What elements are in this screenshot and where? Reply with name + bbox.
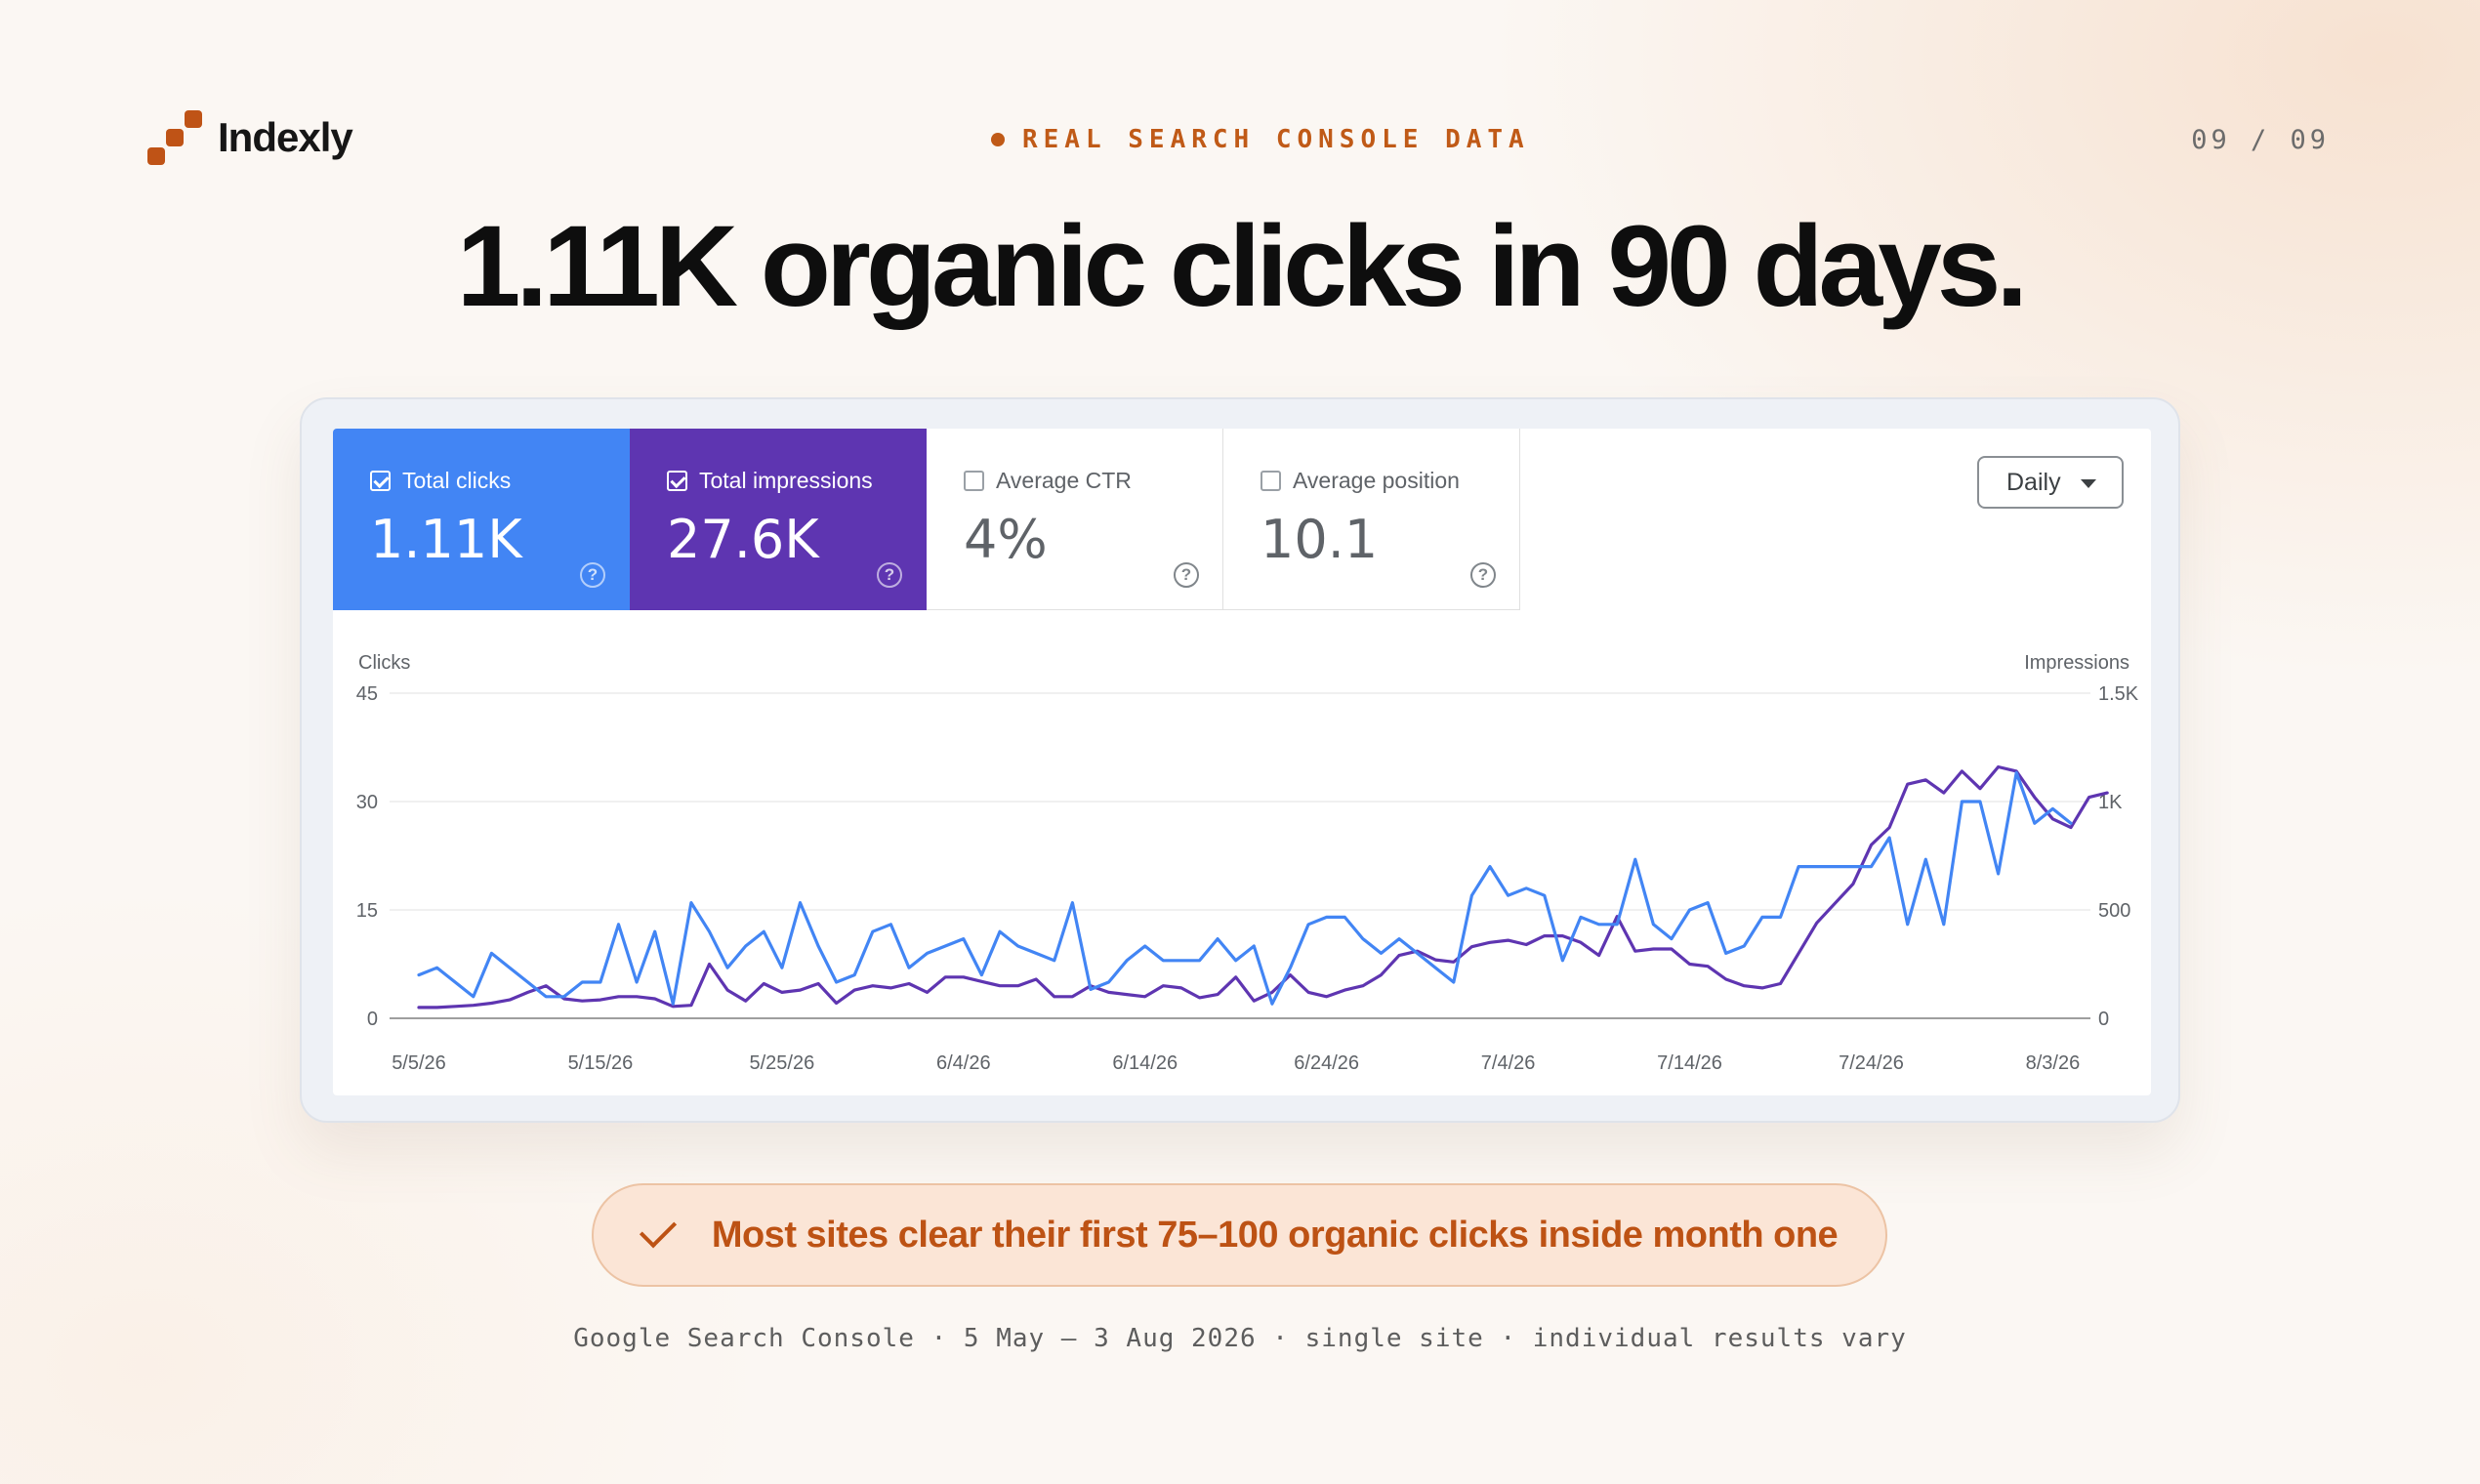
brand-name: Indexly (218, 114, 353, 160)
left-tick-label: 0 (367, 1009, 378, 1030)
granularity-value: Daily (2006, 468, 2061, 496)
checkbox-unchecked-icon[interactable] (1261, 471, 1281, 491)
x-tick-label: 7/4/26 (1481, 1052, 1536, 1074)
checkbox-unchecked-icon[interactable] (964, 471, 984, 491)
left-axis-label: Clicks (358, 652, 410, 674)
bullet-dot-icon (991, 133, 1005, 146)
x-tick-label: 7/14/26 (1657, 1052, 1722, 1074)
metric-label: Total clicks (402, 468, 512, 493)
callout-text: Most sites clear their first 75–100 orga… (711, 1214, 1839, 1256)
granularity-dropdown[interactable]: Daily (1977, 456, 2124, 509)
x-tick-label: 5/15/26 (568, 1052, 634, 1074)
chart-grid (390, 692, 2090, 1019)
dropdown-caret-icon (2081, 479, 2096, 488)
metric-label: Average CTR (996, 468, 1132, 493)
checkbox-checked-icon[interactable] (667, 471, 687, 491)
left-tick-label: 30 (356, 792, 378, 813)
right-axis-label: Impressions (2024, 652, 2129, 674)
help-icon[interactable]: ? (1470, 562, 1496, 588)
metric-value: 10.1 (1261, 509, 1379, 570)
search-console-card: Total clicks 1.11K ? Total impressions 2… (300, 397, 2180, 1123)
x-tick-label: 6/24/26 (1294, 1052, 1359, 1074)
performance-chart: Clicks Impressions 0 15 30 45 0 500 1K 1.5K 5/… (356, 652, 2139, 1074)
performance-panel: Total clicks 1.11K ? Total impressions 2… (333, 429, 2151, 1095)
logo-mark-icon (147, 110, 202, 165)
metric-total-clicks[interactable]: Total clicks 1.11K ? (333, 429, 630, 610)
metric-value: 27.6K (667, 509, 819, 570)
series-line-clicks (417, 770, 2073, 1006)
left-tick-label: 15 (356, 900, 378, 922)
right-tick-label: 0 (2098, 1009, 2109, 1030)
metric-label: Total impressions (699, 468, 873, 493)
series-line-impressions (417, 764, 2109, 1010)
eyebrow: REAL SEARCH CONSOLE DATA (991, 125, 1530, 154)
right-tick-label: 500 (2098, 900, 2130, 922)
brand-logo: Indexly (147, 110, 353, 165)
help-icon[interactable]: ? (877, 562, 902, 588)
metric-label: Average position (1293, 468, 1460, 493)
left-tick-label: 45 (356, 683, 378, 705)
x-tick-label: 5/5/26 (392, 1052, 446, 1074)
checkbox-checked-icon[interactable] (370, 471, 391, 491)
eyebrow-text: REAL SEARCH CONSOLE DATA (1022, 125, 1530, 154)
x-tick-label: 6/14/26 (1112, 1052, 1178, 1074)
metric-total-impressions[interactable]: Total impressions 27.6K ? (630, 429, 927, 610)
right-axis-ticks: 0 500 1K 1.5K (2098, 683, 2139, 1030)
right-tick-label: 1.5K (2098, 683, 2139, 705)
x-tick-label: 6/4/26 (936, 1052, 991, 1074)
help-icon[interactable]: ? (580, 562, 605, 588)
footnote: Google Search Console · 5 May – 3 Aug 20… (573, 1324, 1907, 1353)
chart-series (417, 764, 2109, 1010)
help-icon[interactable]: ? (1174, 562, 1199, 588)
headline: 1.11K organic clicks in 90 days. (456, 202, 2028, 331)
left-axis-ticks: 0 15 30 45 (356, 683, 378, 1030)
callout-pill: Most sites clear their first 75–100 orga… (592, 1183, 1887, 1287)
x-tick-label: 7/24/26 (1839, 1052, 1904, 1074)
x-axis-ticks: 5/5/26 5/15/26 5/25/26 6/4/26 6/14/26 6/24/26… (392, 1052, 2080, 1074)
x-tick-label: 5/25/26 (750, 1052, 815, 1074)
metric-average-position[interactable]: Average position 10.1 ? (1223, 429, 1520, 610)
metric-value: 1.11K (370, 509, 522, 570)
page-counter: 09 / 09 (2191, 125, 2330, 155)
right-tick-label: 1K (2098, 792, 2123, 813)
metric-average-ctr[interactable]: Average CTR 4% ? (927, 429, 1223, 610)
x-tick-label: 8/3/26 (2026, 1052, 2081, 1074)
metric-value: 4% (964, 509, 1048, 570)
checkmark-icon (639, 1211, 677, 1249)
